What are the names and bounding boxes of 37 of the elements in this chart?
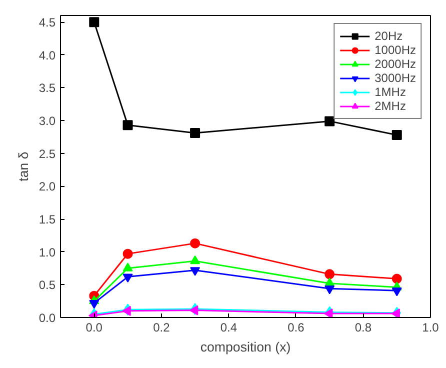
x-tick-label: 0.6: [288, 320, 305, 334]
legend-label: 1MHz: [374, 85, 406, 99]
y-tick-label: 4.0: [38, 48, 56, 62]
x-tick-label: 0.2: [153, 320, 170, 334]
legend-label: 20Hz: [374, 29, 403, 43]
point: [392, 130, 402, 140]
y-tick-label: 2.5: [38, 146, 56, 161]
point: [89, 17, 100, 28]
y-tick-label: 1.5: [38, 212, 56, 227]
x-tick-label: 0.0: [86, 320, 103, 334]
legend-label: 3000Hz: [374, 71, 416, 85]
x-tick-label: 1.0: [422, 320, 440, 334]
point: [324, 116, 335, 126]
legend-label: 2MHz: [374, 99, 406, 113]
x-tick-label: 0.8: [354, 320, 372, 334]
x-axis-title: composition (x): [200, 340, 291, 354]
point: [190, 238, 200, 248]
y-tick-label: 3.5: [38, 81, 56, 96]
x-tick-label: 0.4: [220, 320, 238, 334]
point: [122, 262, 133, 272]
y-tick-label: 2.0: [38, 180, 56, 194]
point: [189, 305, 198, 316]
legend-label: 2000Hz: [374, 57, 416, 71]
legend-label: 1000Hz: [374, 43, 416, 57]
y-axis-title: tan δ: [16, 152, 31, 182]
point: [190, 128, 200, 138]
y-tick-label: 0.5: [38, 278, 56, 292]
point: [122, 120, 133, 130]
point: [122, 248, 133, 259]
y-tick-label: 1.0: [38, 245, 56, 260]
point: [324, 308, 333, 318]
point: [190, 255, 200, 264]
y-tick-label: 3.0: [38, 114, 56, 128]
point: [324, 269, 335, 280]
point: [392, 274, 402, 284]
y-tick-label: 0.0: [38, 311, 56, 325]
y-tick-label: 4.5: [38, 16, 56, 30]
